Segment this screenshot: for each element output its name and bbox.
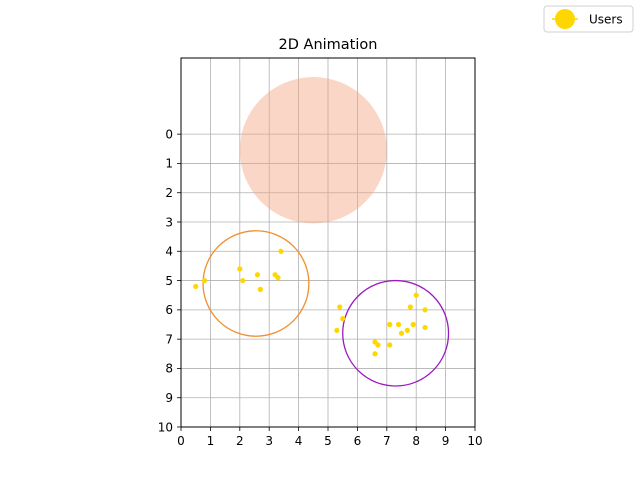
scatter-point [410,321,416,328]
scatter-point [240,277,246,284]
x-tick-label: 10 [467,434,482,448]
scatter-point [413,292,419,298]
x-tick-label: 8 [412,434,420,448]
y-tick-label: 3 [165,215,173,229]
scatter-point [387,321,393,328]
scatter-point [398,330,405,336]
scatter-point [275,275,281,281]
scatter-point [201,277,208,284]
y-tick-label: 10 [158,420,173,434]
scatter-points [193,248,428,357]
scatter-point [337,304,343,310]
scatter-point [375,342,381,348]
scatter-point [422,324,428,331]
x-tick-label: 1 [207,434,215,448]
y-tick-label: 4 [165,245,173,259]
x-tick-label: 2 [236,434,244,448]
filled-circle [239,77,387,224]
y-tick-label: 5 [165,274,173,288]
x-tick-label: 4 [295,434,303,448]
scatter-point [407,304,413,310]
x-tick-label: 9 [442,434,450,448]
legend-label-users: Users [589,13,623,27]
scatter-point [340,316,346,322]
cluster-ring [202,230,310,337]
scatter-point [372,351,378,357]
y-tick-label: 9 [165,391,173,405]
scatter-point [334,327,340,333]
y-tick-label: 8 [165,362,173,376]
scatter-point [395,321,402,328]
y-tick-label: 6 [165,303,173,317]
x-tick-label: 0 [177,434,185,448]
legend: Users [543,5,634,33]
y-tick-label: 0 [165,127,173,141]
scatter-point [278,248,284,254]
scatter-point [254,272,261,278]
y-tick-label: 7 [165,332,173,346]
y-tick-label: 1 [165,157,173,171]
overlay-shapes [202,77,450,387]
y-tick-label: 2 [165,186,173,200]
scatter-point [422,307,428,313]
chart-title: 2D Animation [279,37,378,53]
y-axis: 0 1 2 3 4 5 6 7 8 9 10 [158,127,181,434]
x-tick-label: 7 [383,434,391,448]
scatter-point [237,266,243,272]
x-tick-label: 5 [324,434,332,448]
cluster-ring [342,279,450,387]
scatter-point [404,327,410,333]
legend-marker [555,9,575,29]
x-tick-label: 3 [265,434,273,448]
scatter-point [193,283,199,290]
x-tick-label: 6 [354,434,362,448]
scatter-point [387,342,393,348]
x-axis: 0 1 2 3 4 5 6 7 8 9 10 [177,427,483,448]
scatter-point [257,286,263,292]
